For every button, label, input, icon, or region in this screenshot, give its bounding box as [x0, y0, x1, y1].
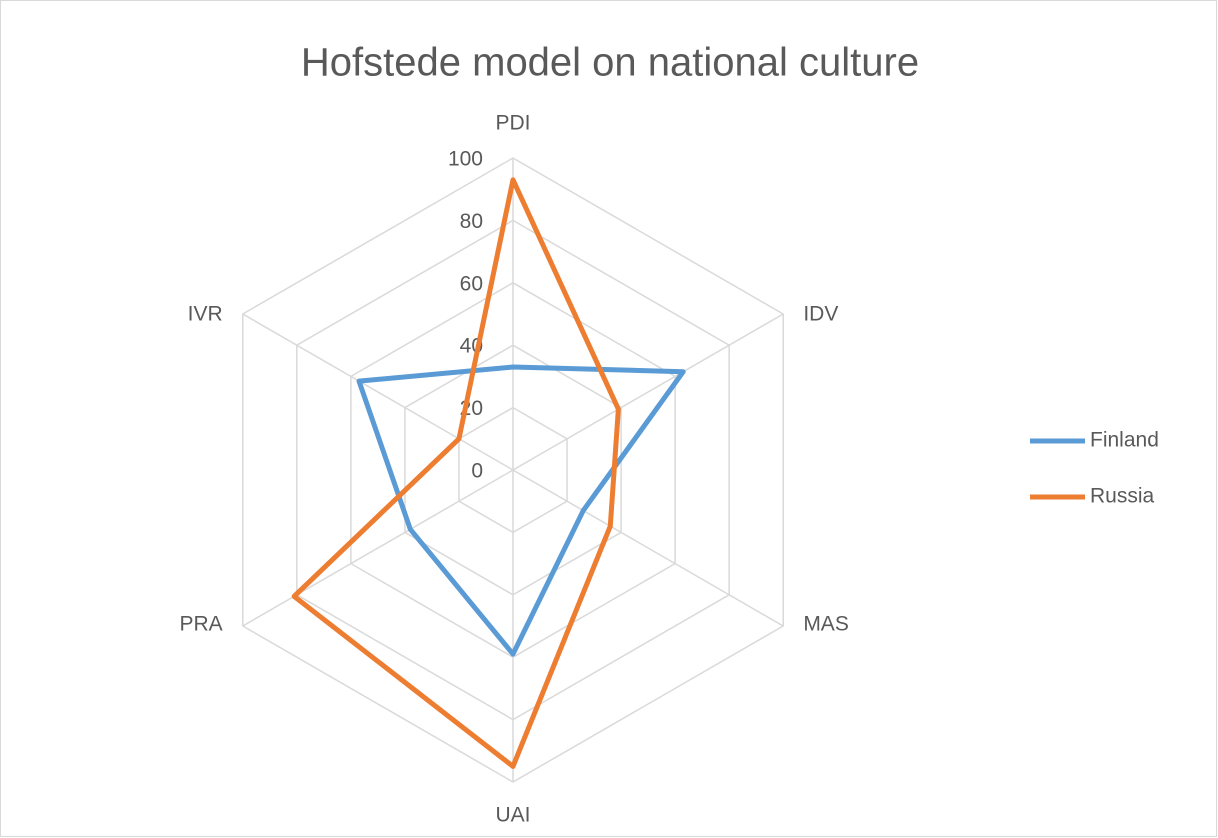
category-label: IDV [803, 303, 838, 326]
category-label: MAS [803, 613, 849, 636]
y-tick-label: 0 [471, 460, 483, 483]
legend-label: Finland [1090, 429, 1159, 452]
category-label: IVR [188, 303, 223, 326]
axis-spoke [242, 313, 514, 471]
legend-label: Russia [1090, 485, 1155, 508]
axis-spoke [512, 469, 784, 627]
category-label: PDI [495, 112, 530, 135]
y-tick-label: 80 [460, 210, 483, 233]
axis-spoke [512, 313, 784, 471]
y-tick-label: 100 [448, 148, 483, 171]
category-label: UAI [495, 804, 530, 827]
series-line [356, 364, 686, 657]
chart-title: Hofstede model on national culture [301, 41, 919, 85]
axis-spoke [242, 469, 514, 627]
series-line [291, 177, 621, 769]
y-tick-label: 60 [460, 272, 483, 295]
category-label: PRA [179, 613, 222, 636]
